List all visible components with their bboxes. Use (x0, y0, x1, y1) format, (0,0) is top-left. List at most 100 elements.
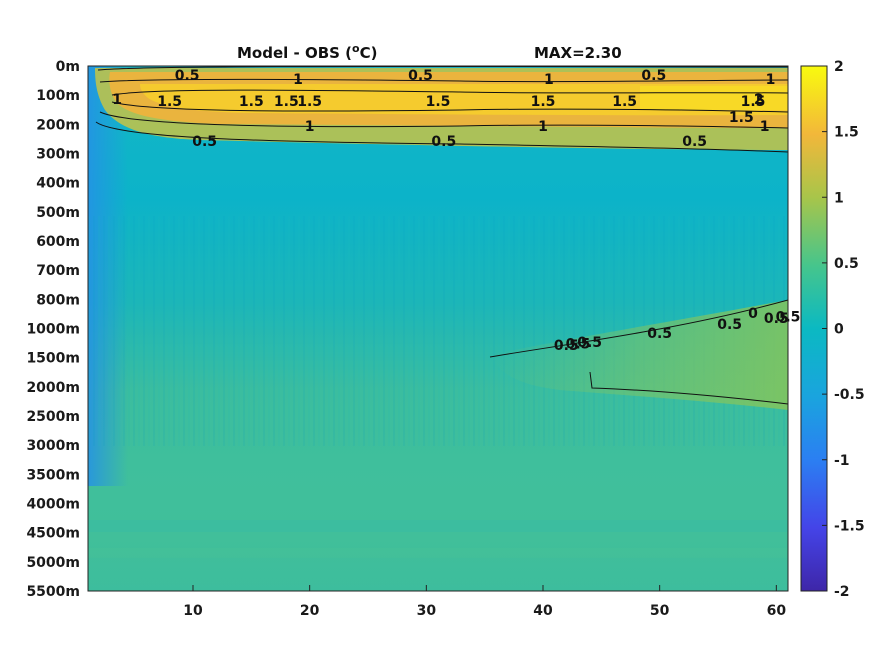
texture-stripe (513, 216, 515, 446)
texture-stripe (543, 216, 545, 446)
colorbar-tick-label: -2 (834, 584, 850, 600)
contour-label: 1.5 (612, 94, 637, 110)
texture-stripe (118, 216, 120, 446)
texture-stripe (478, 216, 480, 446)
texture-stripe (253, 216, 255, 446)
texture-stripe (353, 216, 355, 446)
y-tick-label: 2000m (26, 380, 80, 396)
y-axis: 0m 100m 200m 300m 400m 500m 600m 700m 800m 1000m 1… (26, 59, 80, 600)
texture-stripe (238, 216, 240, 446)
contour-0-5-deep (489, 299, 788, 358)
texture-stripe (248, 216, 250, 446)
contour-label: 1 (112, 92, 122, 108)
texture-stripe (308, 216, 310, 446)
contour-label: 0.5 (682, 134, 707, 150)
contour-label: 1 (293, 72, 303, 88)
texture-stripe (278, 216, 280, 446)
contour-0-deep (589, 371, 788, 405)
texture-stripe (323, 216, 325, 446)
colorbar-tick-label: -1 (834, 453, 850, 469)
texture-stripe (528, 216, 530, 446)
texture-stripe (408, 216, 410, 446)
texture-stripe (343, 216, 345, 446)
y-tick-label: 100m (36, 88, 80, 104)
texture-stripe (338, 216, 340, 446)
texture-stripe (588, 216, 590, 446)
texture-stripe (318, 216, 320, 446)
texture-stripe (283, 216, 285, 446)
contour-label: 1.5 (157, 94, 182, 110)
texture-stripe (303, 216, 305, 446)
warm-band-max (640, 86, 788, 110)
y-tick-label: 2500m (26, 409, 80, 425)
texture-stripe (143, 216, 145, 446)
contour-label: 0.5 (764, 311, 789, 327)
bottom-layer-2 (88, 548, 788, 558)
texture-stripe (88, 216, 90, 446)
contour-label: 2 (754, 92, 764, 108)
texture-stripe (183, 216, 185, 446)
texture-stripe (613, 216, 615, 446)
x-tick-label: 40 (533, 603, 553, 619)
texture-stripe (148, 216, 150, 446)
texture-stripe (493, 216, 495, 446)
contour-label: 0.5 (192, 134, 217, 150)
texture-stripe (593, 216, 595, 446)
contour-label: 0.5 (717, 317, 742, 333)
y-tick-label: 200m (36, 117, 80, 133)
contour-label: 0.5 (566, 337, 591, 353)
y-tick-label: 5000m (26, 555, 80, 571)
texture-stripe (393, 216, 395, 446)
bottom-layer (88, 520, 788, 532)
heatmap-left-anomaly (88, 66, 128, 486)
texture-stripe (598, 216, 600, 446)
y-tick-label: 700m (36, 263, 80, 279)
heatmap-field (88, 66, 788, 591)
texture-stripe (448, 216, 450, 446)
colorbar-tick-label: 1 (834, 190, 844, 206)
contour-label: 1.5 (426, 94, 451, 110)
texture-stripe (418, 216, 420, 446)
y-tick-label: 1500m (26, 351, 80, 367)
texture-stripe (188, 216, 190, 446)
texture-stripe (243, 216, 245, 446)
texture-stripe (258, 216, 260, 446)
texture-stripe (133, 216, 135, 446)
contour-0-5-lower (95, 121, 788, 153)
texture-stripe (233, 216, 235, 446)
texture-stripe (363, 216, 365, 446)
texture-stripe (108, 216, 110, 446)
texture-stripe (213, 216, 215, 446)
y-tick-label: 4500m (26, 526, 80, 542)
contour-label: 1 (760, 119, 770, 135)
texture-stripe (368, 216, 370, 446)
texture-stripe (553, 216, 555, 446)
contour-label: 0.5 (647, 326, 672, 342)
texture-stripe (228, 216, 230, 446)
x-axis: 10 20 30 40 50 60 (183, 585, 786, 619)
chart-title: Model - OBS (oC) (237, 42, 377, 62)
texture-stripe (508, 216, 510, 446)
x-tick-label: 10 (183, 603, 203, 619)
contour-label: 1.5 (729, 110, 754, 126)
contour-1-5-upper (111, 89, 788, 96)
texture-stripe (428, 216, 430, 446)
contour-1-upper (99, 78, 788, 83)
contour-label: 1 (538, 119, 548, 135)
max-label: MAX=2.30 (534, 44, 622, 62)
texture-stripe (223, 216, 225, 446)
texture-stripe (453, 216, 455, 446)
texture-stripe (403, 216, 405, 446)
texture-stripe (163, 216, 165, 446)
texture-stripe (468, 216, 470, 446)
texture-stripe (193, 216, 195, 446)
texture-stripe (198, 216, 200, 446)
contour-label: 1.5 (297, 94, 322, 110)
texture-stripe (103, 216, 105, 446)
texture-stripe (383, 216, 385, 446)
texture-stripe (413, 216, 415, 446)
texture-stripe (328, 216, 330, 446)
texture-stripe (358, 216, 360, 446)
contour-label: 1 (305, 119, 315, 135)
texture-stripe (388, 216, 390, 446)
